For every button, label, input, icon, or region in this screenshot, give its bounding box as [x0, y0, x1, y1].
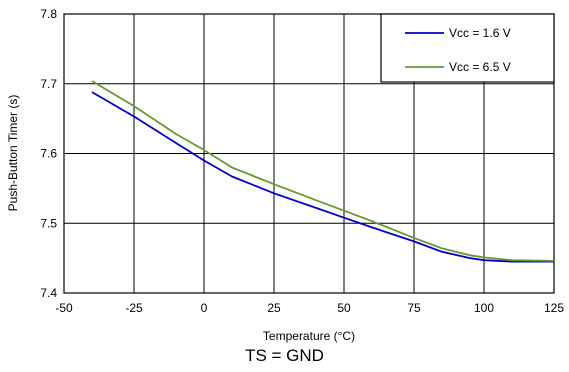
caption: TS = GND — [245, 346, 324, 365]
x-tick-label: 50 — [337, 301, 351, 315]
y-tick-label: 7.7 — [40, 77, 57, 91]
x-axis-title: Temperature (°C) — [263, 329, 355, 343]
legend-label-2: Vcc = 6.5 V — [449, 60, 511, 74]
series-line-1 — [91, 91, 554, 263]
x-tick-label: -25 — [125, 301, 143, 315]
y-tick-label: 7.8 — [40, 7, 57, 21]
legend-label-1: Vcc = 1.6 V — [449, 26, 511, 40]
plot-frame — [63, 13, 555, 294]
y-axis-title: Push-Button Timer (s) — [6, 95, 20, 212]
x-tick-label: 25 — [267, 301, 281, 315]
y-tick-label: 7.5 — [40, 216, 57, 230]
series-layer — [91, 80, 555, 263]
x-tick-label: -50 — [55, 301, 73, 315]
y-tick-label: 7.6 — [40, 147, 57, 161]
x-tick-label: 75 — [407, 301, 421, 315]
legend: Vcc = 1.6 V Vcc = 6.5 V — [380, 13, 555, 83]
x-tick-label: 125 — [544, 301, 564, 315]
series-line-2 — [91, 80, 555, 262]
x-tick-label: 0 — [201, 301, 208, 315]
y-tick-label: 7.4 — [40, 286, 57, 300]
tick-labels: -50 -25 0 25 50 75 100 125 7.4 7.5 7.6 7.7 7.8 — [40, 7, 564, 315]
x-tick-label: 100 — [474, 301, 494, 315]
legend-box — [380, 13, 555, 83]
